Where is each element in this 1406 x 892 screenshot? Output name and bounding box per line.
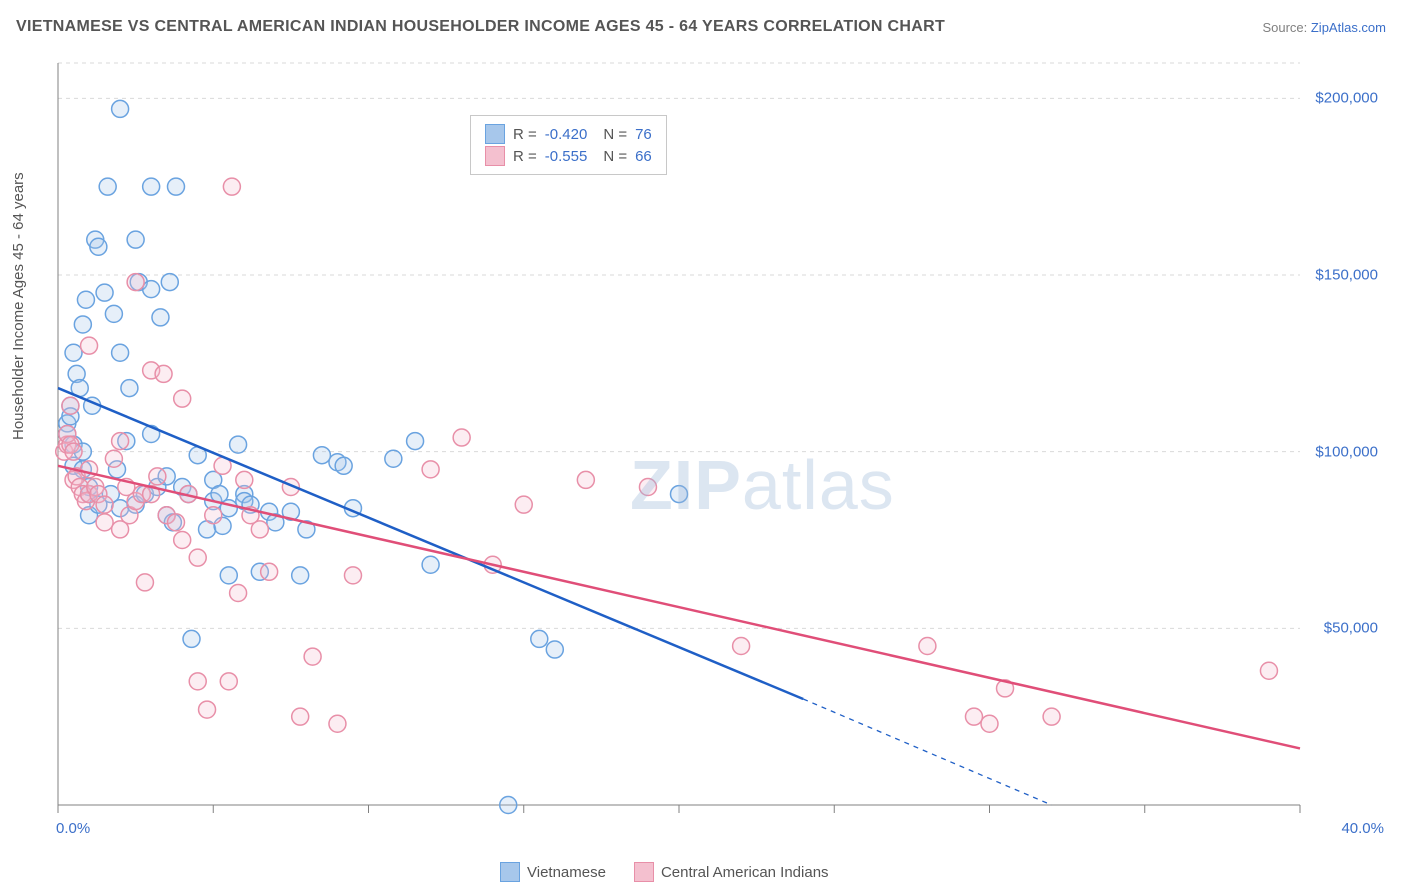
y-axis-label: Householder Income Ages 45 - 64 years <box>10 172 27 440</box>
correlation-box: R = -0.420 N = 76 R = -0.555 N = 66 <box>470 115 667 175</box>
legend-item: Vietnamese <box>500 862 606 882</box>
y-tick-label: $100,000 <box>1315 443 1378 460</box>
correlation-row: R = -0.555 N = 66 <box>485 146 652 166</box>
n-value: 66 <box>635 148 652 165</box>
swatch-icon <box>485 146 505 166</box>
r-value: -0.420 <box>545 126 588 143</box>
chart-title: VIETNAMESE VS CENTRAL AMERICAN INDIAN HO… <box>16 18 945 36</box>
r-value: -0.555 <box>545 148 588 165</box>
source-attribution: Source: ZipAtlas.com <box>1262 20 1386 35</box>
n-value: 76 <box>635 126 652 143</box>
swatch-icon <box>634 862 654 882</box>
y-tick-label: $200,000 <box>1315 90 1378 107</box>
swatch-icon <box>485 124 505 144</box>
x-tick-min: 0.0% <box>56 820 90 837</box>
legend-label: Central American Indians <box>661 864 829 881</box>
r-label: R = <box>513 126 537 143</box>
correlation-row: R = -0.420 N = 76 <box>485 124 652 144</box>
source-link[interactable]: ZipAtlas.com <box>1311 20 1386 35</box>
n-label: N = <box>603 148 627 165</box>
y-tick-label: $50,000 <box>1324 620 1378 637</box>
swatch-icon <box>500 862 520 882</box>
chart-plot-area: ZIPatlas R = -0.420 N = 76 R = -0.555 N … <box>50 55 1390 835</box>
chart-svg <box>50 55 1390 835</box>
legend-label: Vietnamese <box>527 864 606 881</box>
y-tick-label: $150,000 <box>1315 267 1378 284</box>
legend-item: Central American Indians <box>634 862 829 882</box>
r-label: R = <box>513 148 537 165</box>
x-tick-max: 40.0% <box>1341 820 1384 837</box>
legend: Vietnamese Central American Indians <box>500 862 829 882</box>
source-prefix: Source: <box>1262 20 1310 35</box>
n-label: N = <box>603 126 627 143</box>
